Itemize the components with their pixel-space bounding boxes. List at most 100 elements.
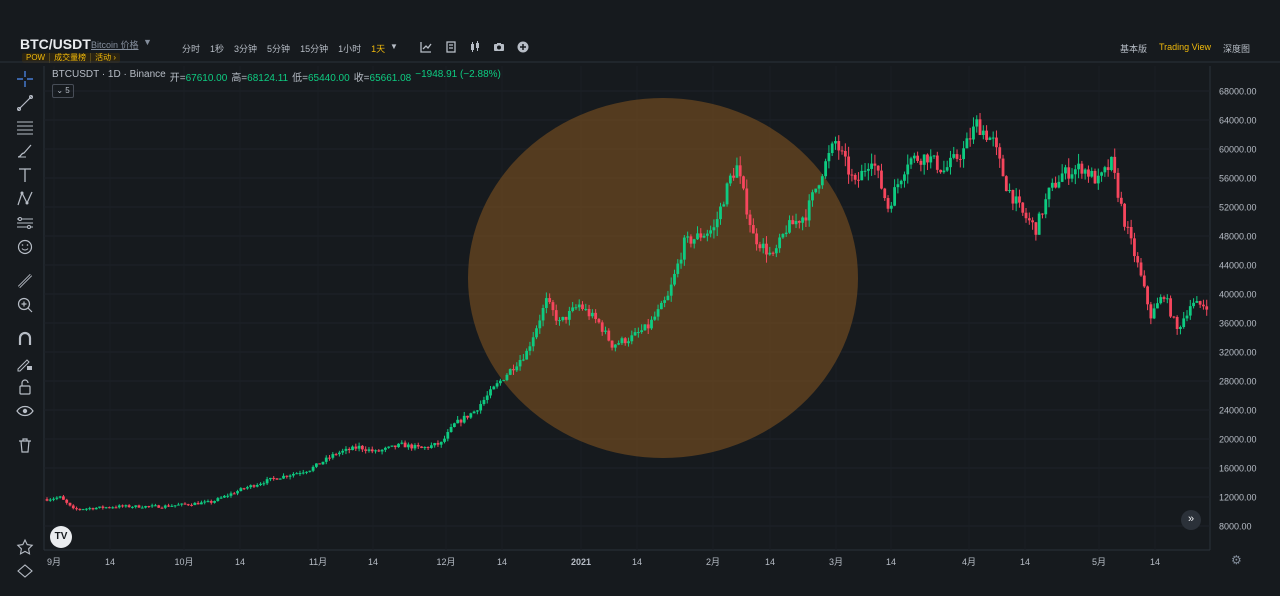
candle-body (413, 445, 417, 449)
camera-icon[interactable] (493, 41, 505, 53)
candle-body (1202, 304, 1205, 307)
candle-body (630, 335, 634, 342)
lock-draw-icon[interactable] (16, 354, 34, 372)
candle-body (377, 450, 381, 452)
candle-body (597, 319, 601, 323)
collapse-indicators-button[interactable]: ⌄ 5 (52, 84, 74, 98)
candle-body (134, 505, 138, 507)
y-tick-label: 12000.00 (1219, 493, 1257, 503)
candle-body (847, 156, 851, 175)
tradingview-logo[interactable]: TV (50, 526, 72, 548)
view-depth[interactable]: 深度图 (1222, 44, 1250, 54)
ruler-icon[interactable] (16, 272, 34, 290)
plus-circle-icon[interactable] (517, 41, 529, 53)
y-tick-label: 60000.00 (1219, 145, 1257, 155)
badge-activity[interactable]: 活动 › (95, 53, 116, 62)
projection-icon[interactable] (16, 214, 34, 232)
candle-body (209, 501, 213, 503)
candle-body (590, 312, 594, 317)
y-tick-label: 68000.00 (1219, 87, 1257, 97)
candle-body (469, 413, 473, 418)
home-icon[interactable] (16, 562, 34, 580)
candle-body (219, 497, 223, 499)
candle-body (1008, 189, 1011, 192)
y-tick-label: 28000.00 (1219, 377, 1257, 387)
candle-body (1162, 297, 1166, 299)
zoom-in-icon[interactable] (16, 296, 34, 314)
trash-icon[interactable] (16, 436, 34, 454)
candle-body (538, 320, 542, 329)
candle-body (574, 307, 578, 309)
horizontal-lines-icon[interactable] (16, 118, 34, 136)
candle-body (390, 445, 394, 447)
emoji-icon[interactable] (16, 238, 34, 256)
candle-body (732, 175, 736, 178)
candle-body (344, 448, 348, 451)
candle-body (814, 188, 818, 193)
legend-symbol: BTCUSDT · 1D · Binance (52, 69, 166, 80)
candle-body (492, 386, 496, 390)
badge-pow[interactable]: POW (22, 53, 51, 63)
indicator-icon[interactable] (420, 41, 432, 53)
eye-icon[interactable] (16, 402, 34, 420)
candle-body (111, 507, 115, 509)
badge-volume-rank[interactable]: 成交量榜 (50, 53, 92, 63)
candle-type-icon[interactable] (469, 41, 481, 53)
candle-body (416, 445, 420, 447)
brush-icon[interactable] (16, 142, 34, 160)
candle-body (272, 477, 276, 479)
candle-body (236, 491, 239, 494)
y-tick-label: 48000.00 (1219, 232, 1257, 242)
y-tick-label: 24000.00 (1219, 406, 1257, 416)
scroll-to-realtime-button[interactable]: » (1181, 510, 1201, 530)
interval-5m[interactable]: 5分钟 (267, 44, 291, 54)
interval-time[interactable]: 分时 (182, 44, 201, 54)
pattern-icon[interactable] (16, 190, 34, 208)
candle-body (899, 180, 903, 185)
interval-15m[interactable]: 15分钟 (300, 44, 329, 54)
star-icon[interactable] (16, 538, 34, 556)
interval-1h[interactable]: 1小时 (338, 44, 362, 54)
candle-body (1031, 220, 1034, 223)
candle-body (978, 119, 982, 136)
candle-body (1057, 181, 1061, 188)
pair-title[interactable]: BTC/USDT (20, 36, 91, 52)
interval-1s[interactable]: 1秒 (210, 44, 225, 54)
trendline-icon[interactable] (16, 94, 34, 112)
gear-icon[interactable]: ⚙ (1231, 553, 1242, 567)
candle-body (108, 507, 111, 509)
candle-body (1047, 187, 1051, 200)
candle-body (223, 495, 226, 498)
chevron-down-icon[interactable]: ▼ (143, 37, 152, 47)
candle-body (1027, 218, 1031, 221)
candle-body (765, 243, 768, 255)
view-basic[interactable]: 基本版 (1119, 44, 1147, 54)
interval-more-icon[interactable]: ▼ (390, 42, 398, 51)
candle-body (1136, 256, 1140, 263)
y-tick-label: 16000.00 (1219, 464, 1257, 474)
candle-body (180, 503, 184, 505)
candle-body (771, 252, 775, 254)
candle-body (926, 154, 929, 163)
candle-body (873, 163, 877, 166)
interval-1d[interactable]: 1天 (371, 44, 386, 54)
candle-body (1077, 163, 1080, 170)
lock-icon[interactable] (16, 378, 34, 396)
candle-body (508, 369, 512, 375)
pair-price-link[interactable]: Bitcoin 价格 (91, 40, 139, 50)
view-tradingview[interactable]: Trading View (1158, 42, 1211, 52)
text-icon[interactable] (16, 166, 34, 184)
magnet-icon[interactable] (16, 330, 34, 348)
interval-3m[interactable]: 3分钟 (234, 44, 258, 54)
candle-body (866, 168, 870, 171)
template-icon[interactable] (445, 41, 457, 53)
candle-body (75, 508, 78, 510)
candle-body (893, 187, 897, 206)
candle-body (653, 316, 657, 320)
candle-body (1018, 196, 1021, 203)
candle-body (985, 130, 988, 140)
candle-body (1159, 297, 1163, 304)
crosshair-icon[interactable] (16, 70, 34, 88)
candle-body (58, 496, 62, 498)
